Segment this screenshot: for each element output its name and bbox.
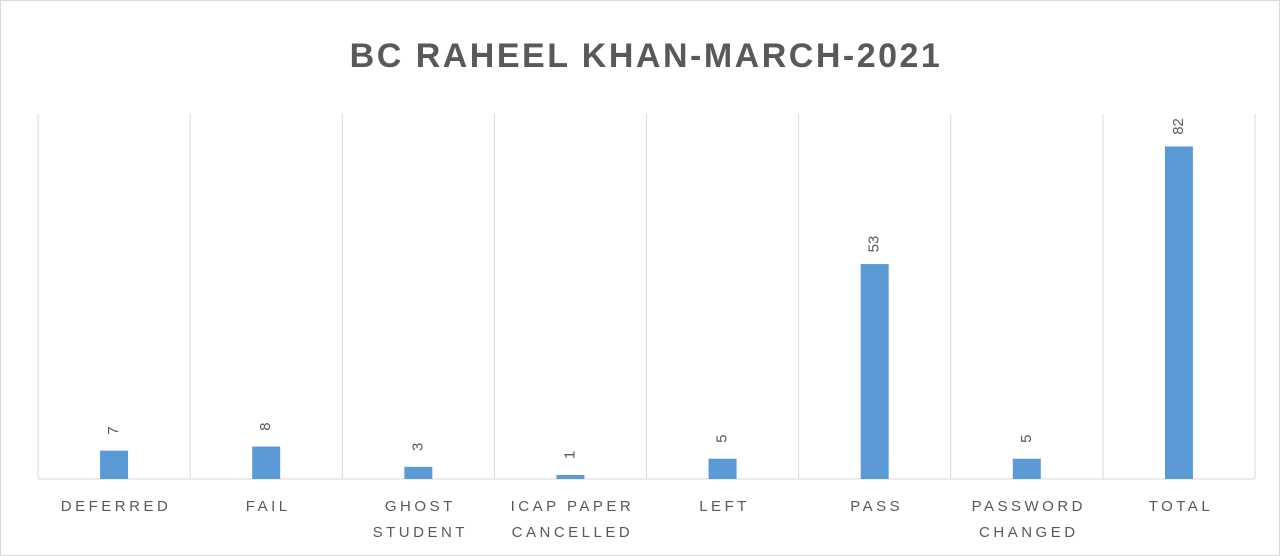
data-label: 8: [257, 422, 274, 430]
x-tick-label: LEFT: [699, 498, 750, 515]
bar: [1164, 146, 1193, 479]
x-tick-label: PASS: [850, 498, 904, 515]
bar: [100, 450, 129, 479]
x-tick-label: FAIL: [245, 498, 291, 515]
data-label: 5: [714, 435, 731, 443]
bar: [556, 474, 585, 479]
data-label: 82: [1170, 118, 1187, 135]
data-label: 7: [105, 426, 122, 434]
bar: [404, 466, 433, 479]
data-label: 53: [866, 236, 883, 253]
chart-title: BC RAHEEL KHAN-MARCH-2021: [350, 37, 943, 75]
x-tick-label: GHOST STUDENT: [372, 498, 468, 541]
bar: [1012, 458, 1041, 479]
data-label: 5: [1018, 435, 1035, 443]
data-label: 3: [409, 443, 426, 451]
x-tick-label: DEFERRED: [60, 498, 172, 515]
bar: [252, 446, 281, 479]
x-tick-label: PASSWORD CHANGED: [971, 498, 1087, 541]
data-label: 1: [561, 451, 578, 459]
bar: [708, 458, 737, 479]
x-tick-label: TOTAL: [1148, 498, 1214, 515]
x-tick-label: ICAP PAPER CANCELLED: [510, 498, 635, 541]
bar: [860, 264, 889, 479]
